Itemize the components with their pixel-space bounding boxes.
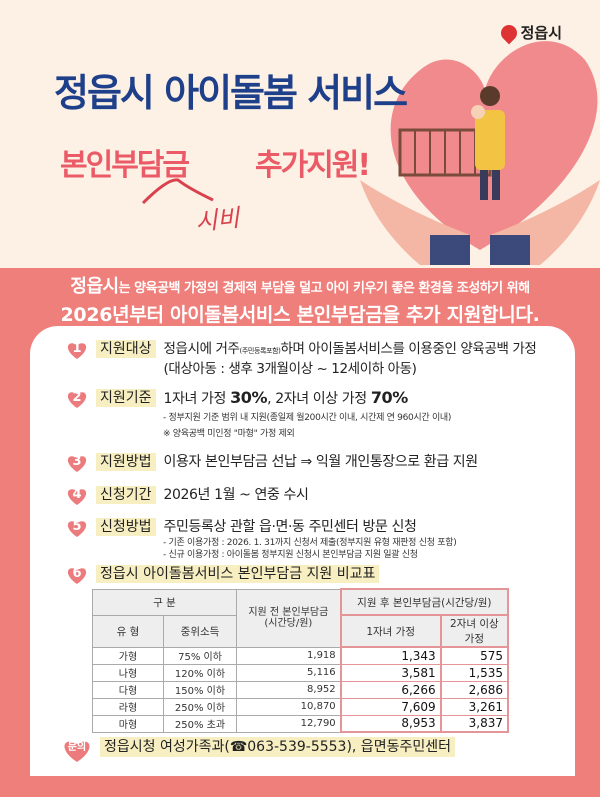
cell-before: 8,952 xyxy=(235,680,342,699)
cell-before: 12,790 xyxy=(235,714,342,733)
cell-type: 가형 xyxy=(92,646,164,665)
cell-two: 1,535 xyxy=(439,663,510,682)
section-4: 4 신청기간 2026년 1월 ~ 연중 수시 xyxy=(66,486,309,506)
cell-income: 250% 초과 xyxy=(163,714,237,733)
cell-one: 7,609 xyxy=(339,697,442,716)
cell-type: 라형 xyxy=(92,697,164,716)
section-1: 1 지원대상 정읍시에 거주(주민등록포함)하며 아이돌봄서비스를 이용중인 양… xyxy=(66,340,537,378)
section-2: 2 지원기준 1자녀 가정 30%, 2자녀 이상 가정 70% xyxy=(66,389,408,409)
cell-before: 10,870 xyxy=(235,697,342,716)
heart-number-icon: 2 xyxy=(66,389,88,409)
cell-income: 250% 이하 xyxy=(163,697,237,716)
cell-before: 5,116 xyxy=(235,663,342,682)
cell-two: 2,686 xyxy=(439,680,510,699)
cell-income: 150% 이하 xyxy=(163,680,237,699)
handwritten-note: 시비 xyxy=(193,203,241,237)
heart-number-icon: 4 xyxy=(66,486,88,506)
cell-two: 3,837 xyxy=(439,714,510,733)
page-title: 정읍시 아이돌봄 서비스 xyxy=(54,71,408,115)
cell-type: 나형 xyxy=(92,663,164,682)
cell-one: 1,343 xyxy=(339,646,442,665)
table-row: 마형 250% 초과 12,790 8,953 3,837 xyxy=(92,714,510,733)
cell-type: 다형 xyxy=(92,680,164,699)
table-row: 라형 250% 이하 10,870 7,609 3,261 xyxy=(92,697,510,716)
heart-number-icon: 3 xyxy=(66,453,88,473)
table-row: 가형 75% 이하 1,918 1,343 575 xyxy=(92,646,510,665)
cell-income: 120% 이하 xyxy=(163,663,237,682)
city-logo: 정읍시 xyxy=(497,21,562,44)
cell-one: 6,266 xyxy=(339,680,442,699)
cell-one: 3,581 xyxy=(339,663,442,682)
comparison-table: 구 분 지원 전 본인부담금 (시간당/원) 지원 후 본인부담금(시간당/원) 유… xyxy=(92,588,510,733)
table-row: 나형 120% 이하 5,116 3,581 1,535 xyxy=(92,663,510,682)
heart-number-icon: 5 xyxy=(66,518,88,538)
subtitle-right: 추가지원! xyxy=(255,148,371,183)
cell-type: 마형 xyxy=(92,714,164,733)
section-5: 5 신청방법 주민등록상 관할 읍·면·동 주민센터 방문 신청 xyxy=(66,518,417,538)
section-6: 6 정읍시 아이돌봄서비스 본인부담금 지원 비교표 xyxy=(66,565,380,585)
contact-row: 문의 정읍시청 여성가족과(☎063-539-5553), 읍면동주민센터 xyxy=(62,737,455,763)
cell-one: 8,953 xyxy=(339,714,442,733)
caregiver-illustration xyxy=(360,41,600,265)
caret-mark xyxy=(141,178,214,205)
heart-number-icon: 1 xyxy=(66,340,88,360)
heart-number-icon: 6 xyxy=(66,565,88,585)
cell-two: 575 xyxy=(439,646,510,665)
intro-text: 정읍시는 양육공백 가정의 경제적 부담을 덜고 아이 키우기 좋은 환경을 조… xyxy=(60,276,540,326)
cell-income: 75% 이하 xyxy=(163,646,237,665)
table-row: 다형 150% 이하 8,952 6,266 2,686 xyxy=(92,680,510,699)
subtitle-left: 본인부담금 xyxy=(60,148,190,183)
section-3: 3 지원방법 이용자 본인부담금 선납 ⇒ 익월 개인통장으로 환급 지원 xyxy=(66,453,478,473)
cell-before: 1,918 xyxy=(235,646,342,665)
cell-two: 3,261 xyxy=(439,697,510,716)
contact-badge-icon: 문의 xyxy=(62,737,92,763)
